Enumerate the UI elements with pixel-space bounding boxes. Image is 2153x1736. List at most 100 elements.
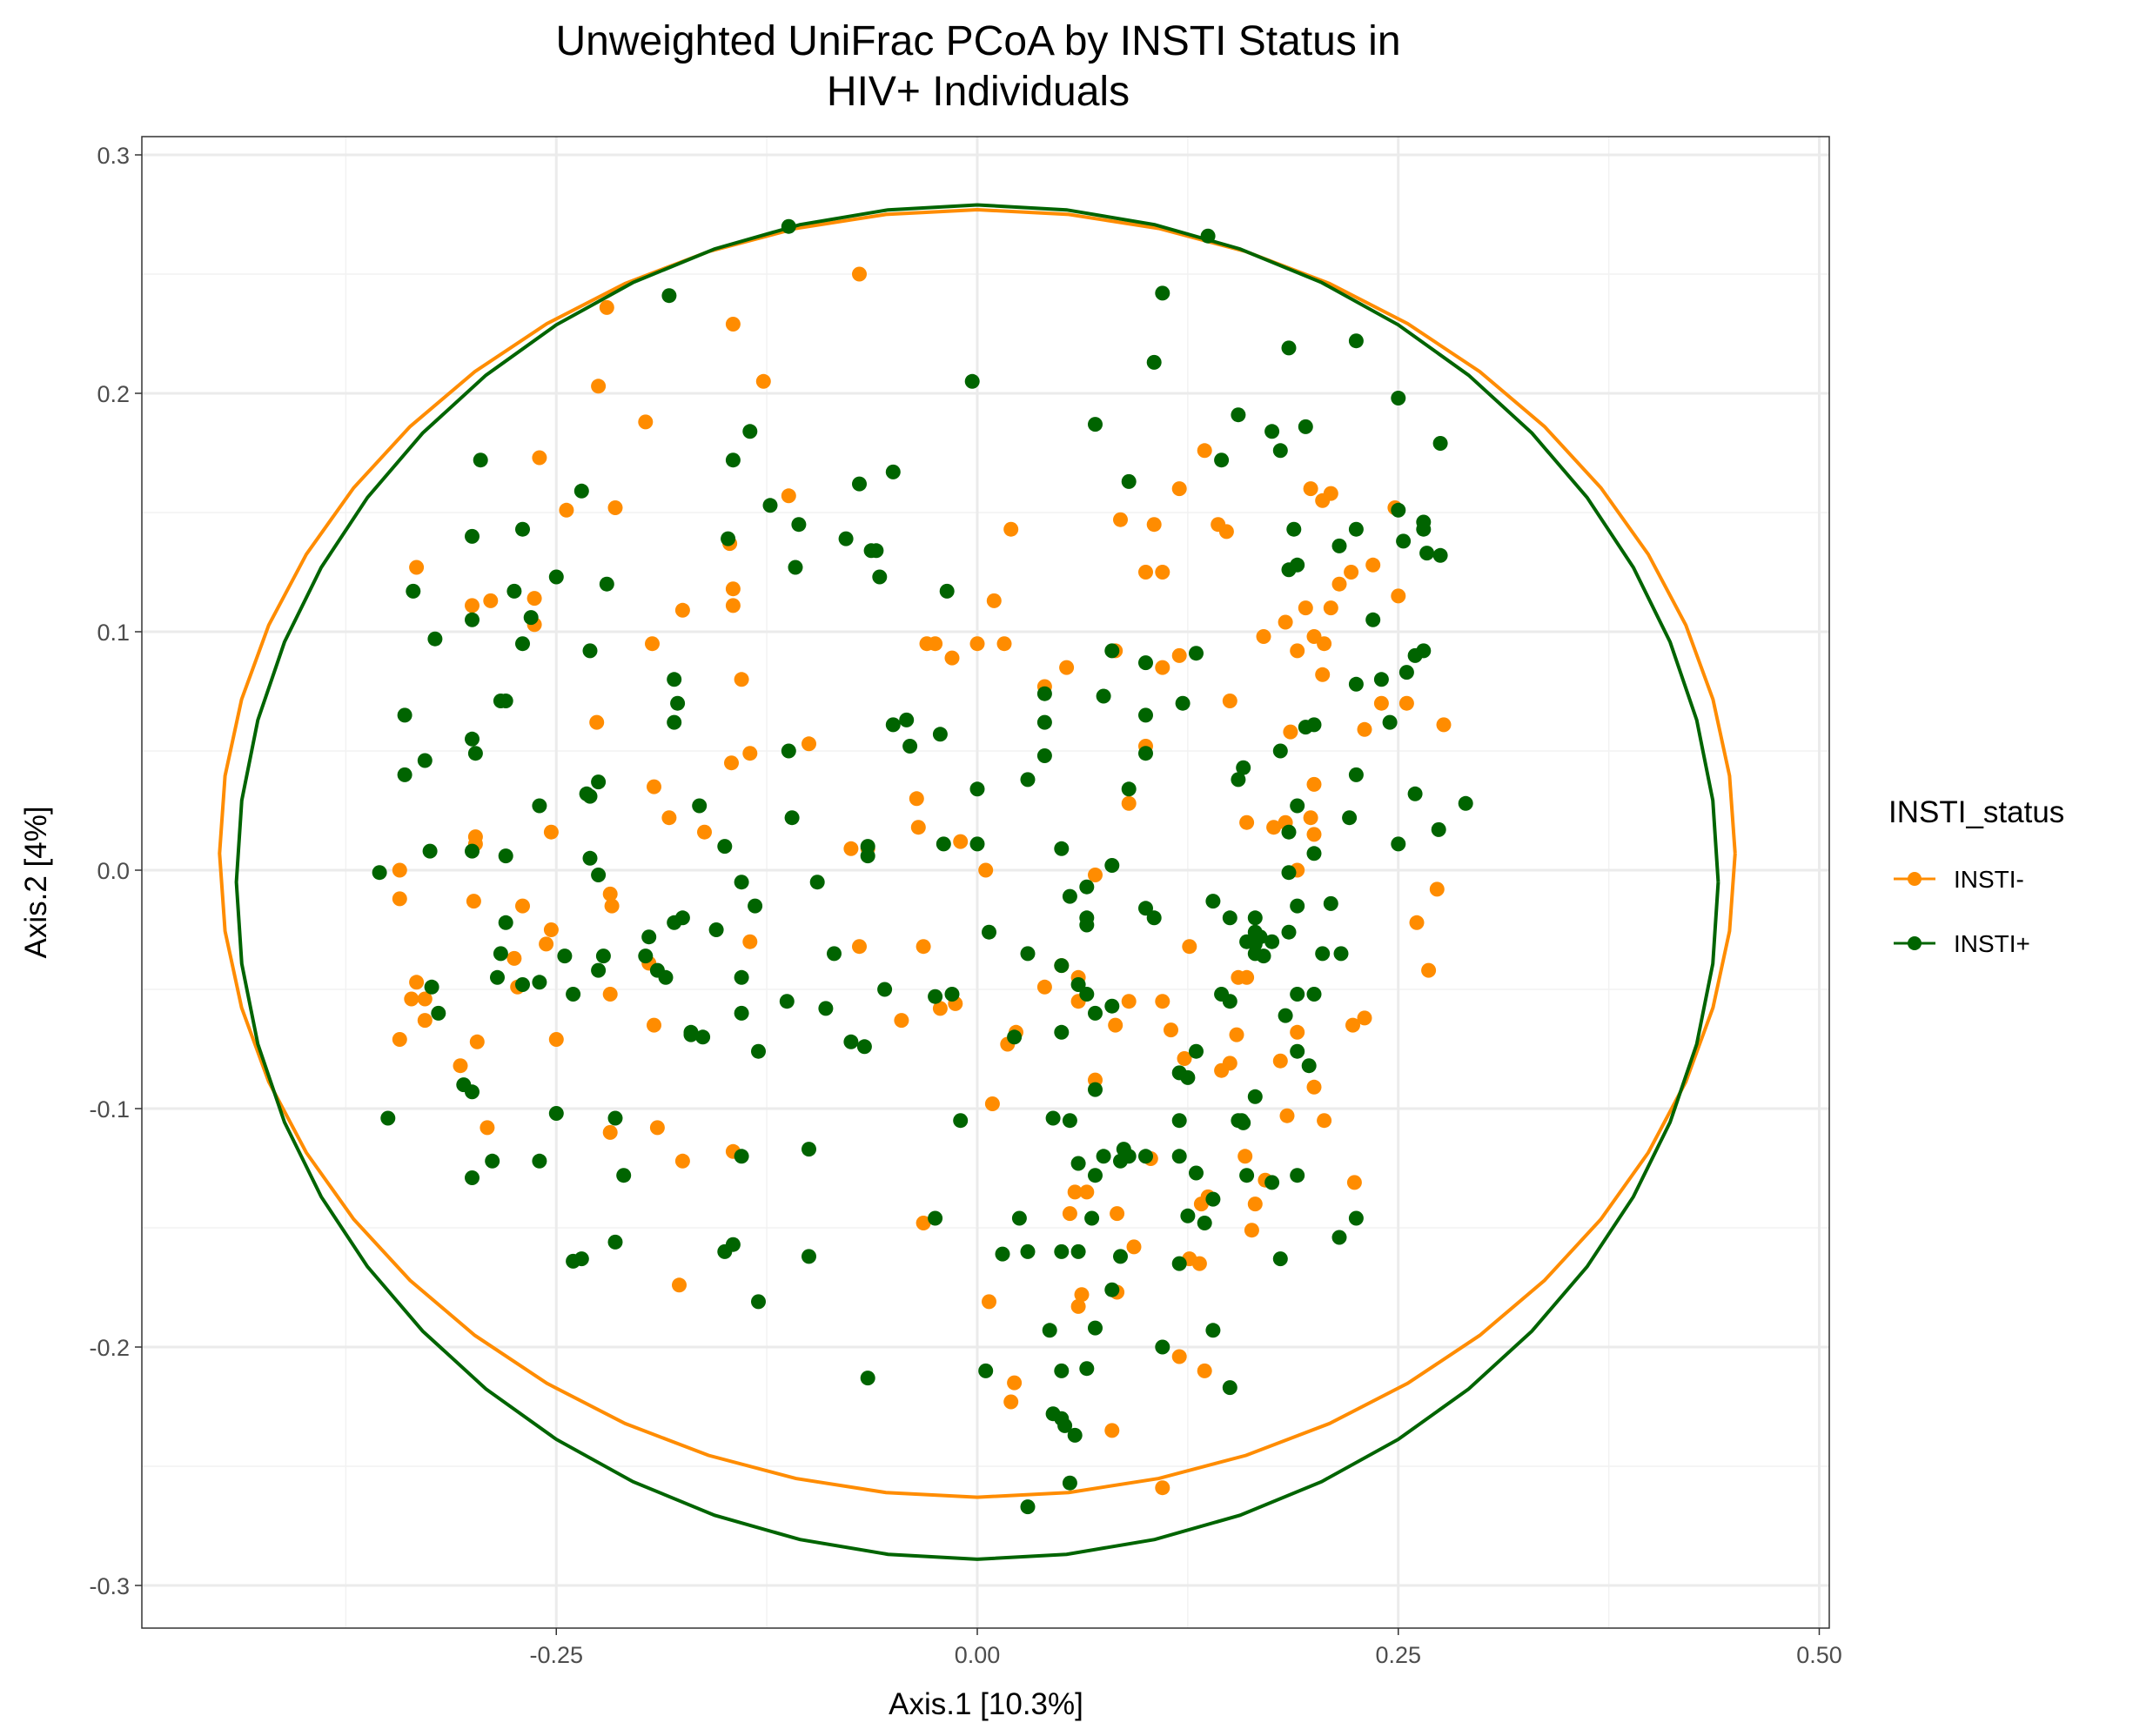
point-insti-minus [1357, 1010, 1372, 1026]
point-insti-plus [964, 373, 980, 389]
point-insti-plus [791, 517, 807, 533]
point-insti-plus [532, 1153, 547, 1169]
point-insti-plus [1054, 958, 1070, 974]
point-insti-minus [539, 936, 554, 952]
point-insti-minus [1126, 1239, 1142, 1255]
point-insti-plus [427, 631, 443, 647]
point-insti-minus [725, 581, 741, 597]
point-insti-plus [838, 531, 854, 546]
point-insti-plus [1036, 686, 1052, 701]
point-insti-minus [802, 736, 816, 752]
point-insti-plus [591, 868, 607, 882]
point-insti-plus [467, 746, 483, 761]
point-insti-plus [742, 424, 758, 439]
point-insti-minus [1059, 660, 1075, 675]
point-insti-minus [1272, 1053, 1288, 1069]
point-insti-plus [498, 915, 513, 930]
point-insti-plus [1070, 977, 1086, 992]
point-insti-plus [978, 1363, 994, 1378]
point-insti-plus [1070, 1156, 1086, 1171]
y-tick-label: 0.2 [97, 381, 130, 407]
point-insti-plus [1054, 1363, 1070, 1378]
point-insti-plus [784, 810, 800, 826]
point-insti-plus [969, 781, 985, 797]
point-insti-minus [1171, 481, 1187, 497]
point-insti-minus [1315, 667, 1331, 682]
point-insti-minus [928, 636, 943, 652]
point-insti-plus [1189, 1165, 1204, 1181]
ellipse-insti-minus [218, 207, 1737, 1499]
point-insti-minus [1079, 1184, 1095, 1200]
point-insti-plus [465, 1170, 480, 1185]
point-insti-minus [916, 1216, 931, 1230]
point-insti-plus [802, 1142, 816, 1157]
point-insti-minus [1088, 868, 1103, 882]
point-insti-plus [490, 969, 505, 985]
point-insti-plus [902, 739, 918, 754]
point-insti-minus [1036, 979, 1052, 995]
point-insti-plus [493, 946, 508, 962]
point-insti-plus [1171, 1256, 1187, 1271]
point-insti-plus [1391, 502, 1406, 518]
point-insti-minus [1256, 629, 1271, 644]
point-insti-plus [708, 922, 724, 937]
x-axis-title: Axis.1 [10.3%] [889, 1687, 1083, 1721]
point-insti-plus [1079, 1361, 1095, 1377]
point-insti-minus [1121, 795, 1137, 811]
point-insti-minus [602, 987, 618, 1002]
point-insti-minus [672, 1277, 687, 1293]
point-insti-minus [647, 1017, 661, 1033]
point-insti-minus [543, 922, 559, 937]
point-insti-plus [532, 798, 547, 814]
point-insti-plus [667, 714, 682, 730]
point-insti-minus [1113, 512, 1128, 527]
point-insti-plus [1062, 1113, 1077, 1129]
point-insti-plus [1222, 994, 1237, 1009]
point-insti-plus [582, 850, 598, 866]
point-insti-minus [602, 1124, 618, 1140]
point-insti-plus [1348, 1210, 1364, 1226]
point-insti-plus [607, 1234, 623, 1250]
point-insti-plus [1272, 743, 1288, 759]
point-insti-plus [1286, 521, 1302, 537]
point-insti-plus [1278, 1008, 1293, 1023]
point-insti-plus [1416, 521, 1432, 537]
point-insti-plus [1396, 533, 1412, 549]
point-insti-minus [1290, 643, 1305, 659]
point-insti-plus [877, 982, 893, 997]
point-insti-plus [1104, 1282, 1120, 1297]
point-insti-plus [1281, 340, 1297, 356]
point-insti-minus [1121, 994, 1137, 1009]
point-insti-plus [670, 695, 686, 711]
point-insti-plus [717, 839, 733, 855]
ellipse-insti-minusplus [234, 203, 1720, 1561]
point-insti-plus [1138, 1149, 1153, 1164]
point-insti-plus [1205, 894, 1221, 909]
point-insti-plus [1348, 333, 1364, 349]
point-insti-minus [532, 450, 547, 466]
point-insti-plus [1231, 407, 1246, 423]
point-insti-minus [1074, 1287, 1090, 1303]
point-insti-minus [894, 1013, 909, 1029]
point-insti-minus [527, 591, 542, 607]
point-insti-minus [1104, 1423, 1120, 1438]
point-insti-plus [641, 929, 657, 945]
point-insti-minus [674, 602, 690, 618]
legend-item-insti-minus: INSTI- [1894, 866, 2024, 893]
point-insti-minus [1171, 647, 1187, 663]
point-insti-plus [1180, 1069, 1196, 1085]
point-insti-minus [409, 560, 425, 575]
point-insti-plus [591, 962, 607, 978]
legend: INSTI_status INSTI- INSTI+ [1888, 795, 2064, 957]
point-insti-minus [1182, 939, 1197, 955]
point-insti-minus [392, 862, 407, 878]
point-insti-minus [852, 939, 867, 955]
point-insti-plus [1239, 934, 1255, 949]
point-insti-plus [1407, 786, 1423, 801]
point-insti-minus [969, 636, 985, 652]
point-insti-minus [548, 1032, 564, 1047]
point-insti-plus [607, 1110, 623, 1126]
point-insti-plus [1067, 1427, 1083, 1443]
point-insti-plus [1088, 417, 1103, 432]
point-insti-plus [1306, 846, 1322, 861]
